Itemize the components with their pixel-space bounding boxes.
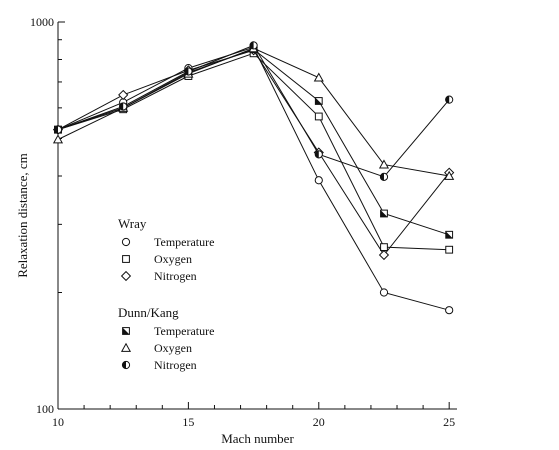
data-point (314, 176, 323, 185)
data-point (118, 89, 129, 101)
x-tick-label: 15 (182, 415, 194, 429)
legend-marker (121, 237, 131, 247)
legend-marker (121, 360, 131, 370)
data-point (313, 72, 324, 82)
data-point (314, 150, 323, 159)
x-tick-label: 25 (443, 415, 455, 429)
legend-marker (122, 255, 130, 263)
y-axis-label: Relaxation distance, cm (15, 153, 30, 278)
y-tick-label: 1000 (30, 15, 54, 29)
legend-marker (120, 270, 132, 282)
data-point (379, 172, 389, 181)
series-dunnkang-nitrogen (53, 41, 454, 181)
data-point (184, 67, 193, 76)
data-point (445, 245, 454, 254)
data-point (380, 243, 388, 252)
data-point (53, 125, 63, 134)
legend-marker (120, 342, 132, 352)
series-wray-oxygen (54, 49, 454, 254)
legend-entry-label: Nitrogen (154, 269, 197, 283)
legend-entry-label: Temperature (154, 324, 214, 338)
x-tick-label: 10 (52, 415, 64, 429)
data-point (445, 306, 454, 315)
x-axis-label: Mach number (221, 431, 294, 446)
series-dunnkang-temperature (54, 45, 454, 239)
legend-group-heading: Dunn/Kang (118, 305, 179, 320)
x-tick-label: 20 (313, 415, 325, 429)
data-point (378, 249, 390, 261)
data-point (119, 102, 128, 111)
data-point (314, 112, 323, 121)
series-line (57, 48, 450, 236)
series-line (57, 47, 450, 177)
data-point (314, 97, 323, 105)
legend-entry-label: Oxygen (154, 252, 192, 266)
series-wray-temperature (53, 43, 454, 315)
y-tick-label: 100 (36, 402, 54, 416)
data-point (444, 170, 455, 180)
data-point (445, 95, 454, 104)
data-point (249, 41, 258, 50)
legend-marker (122, 327, 130, 335)
series-line (57, 49, 450, 256)
series-line (57, 46, 450, 311)
data-point (52, 134, 64, 144)
legend-entry-label: Nitrogen (154, 358, 197, 372)
legend-entry-label: Oxygen (154, 341, 192, 355)
axes: 10 15 20 25 100 1000 (30, 15, 457, 429)
data-point (379, 288, 389, 297)
data-point (445, 230, 454, 239)
series-line (57, 52, 450, 251)
series-wray-nitrogen (52, 45, 455, 261)
legend-group-heading: Wray (118, 216, 147, 231)
data-point (378, 159, 390, 169)
data-point (380, 209, 388, 218)
series-layer (52, 41, 455, 315)
legend-entry-label: Temperature (154, 235, 214, 249)
legend: Wray Temperature Oxygen Nitrogen Dunn/Kang Te… (118, 216, 214, 372)
